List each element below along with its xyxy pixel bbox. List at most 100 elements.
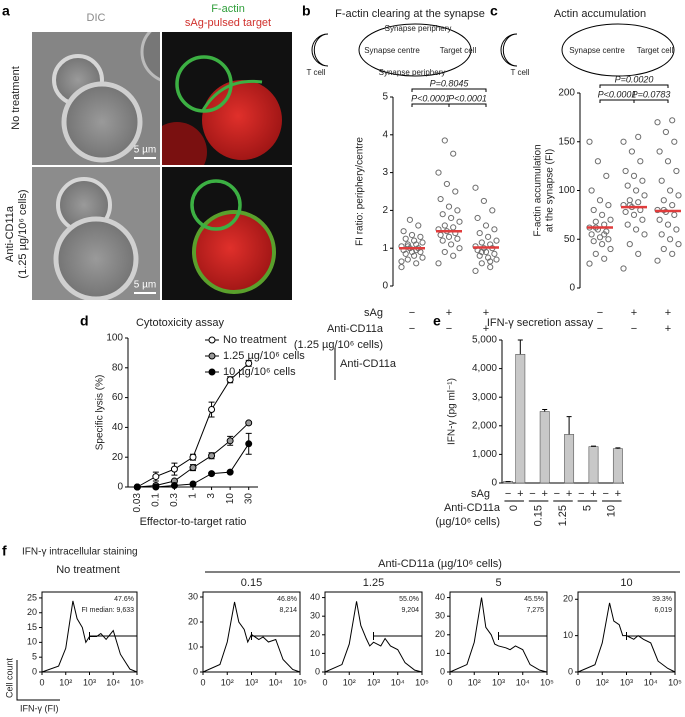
group-tick-label: 0 [508, 505, 520, 511]
y-tick-label: 0 [440, 666, 445, 676]
bar [539, 411, 550, 484]
x-tick-label: 0 [200, 677, 205, 687]
data-point [491, 226, 498, 233]
data-point [660, 197, 667, 204]
row-mark: − [409, 323, 415, 335]
y-tick-label: 30 [188, 591, 198, 601]
p-bracket [599, 84, 669, 88]
row-mark: + [446, 307, 452, 319]
data-point [476, 229, 483, 237]
chart-title: IFN-γ secretion assay [487, 317, 594, 329]
data-point [439, 211, 446, 218]
row-label: (1.25 µg/10⁶ cells) [17, 189, 29, 278]
data-point [485, 233, 492, 240]
row-mark: − [554, 488, 560, 500]
data-point [607, 216, 614, 223]
y-tick-label: 10 [310, 648, 320, 658]
data-point [635, 199, 642, 206]
data-point [448, 241, 455, 248]
y-tick-label: 20 [112, 452, 124, 463]
legend-marker [208, 336, 216, 344]
y-tick-label: 60 [112, 392, 124, 403]
y-tick-label: 3 [382, 167, 388, 178]
panel-letter: e [433, 313, 441, 329]
data-point [635, 250, 642, 257]
data-point [671, 138, 678, 145]
y-tick-label: 10 [563, 630, 573, 640]
data-point [489, 207, 496, 214]
data-point [633, 226, 640, 233]
row-mark: + [665, 307, 671, 319]
x-tick-label: 10⁵ [668, 677, 682, 687]
x-tick-label: 10⁵ [293, 677, 307, 687]
data-point [673, 167, 680, 175]
annotation: FI median: 9,633 [81, 607, 134, 614]
p-bracket [599, 99, 635, 103]
data-point [630, 172, 638, 179]
bar [588, 446, 599, 484]
x-tick-label: 10⁴ [269, 677, 283, 687]
data-point [633, 187, 640, 194]
group-label: Anti-CD11a (µg/10⁶ cells) [378, 558, 502, 570]
annotation: 6,019 [654, 607, 672, 614]
y-tick-label: 200 [558, 88, 575, 99]
data-point [667, 187, 674, 194]
x-tick-label: 0.3 [169, 493, 180, 507]
row-mark: + [631, 307, 637, 319]
y-tick-label: 0 [117, 482, 123, 493]
p-bracket [411, 88, 487, 92]
data-point [599, 211, 606, 218]
data-point [454, 207, 461, 214]
error-bar [517, 339, 523, 355]
y-tick-label: 1,000 [472, 449, 497, 460]
data-point [189, 464, 197, 472]
data-point [658, 177, 665, 184]
group-note: (µg/10⁶ cells) [435, 516, 500, 528]
group-tick-label: 5 [581, 505, 593, 511]
data-point [669, 117, 676, 124]
y-tick-label: 100 [558, 185, 575, 196]
diagram-target-cell [561, 23, 675, 77]
data-point [594, 158, 602, 165]
data-point [398, 258, 405, 265]
x-tick-label: 3 [206, 493, 217, 499]
y-tick-label: 0 [491, 478, 497, 489]
annotation: 45.5% [524, 596, 544, 603]
series-line [324, 601, 423, 673]
row-mark: + [566, 488, 572, 500]
data-point [590, 206, 597, 214]
data-point [152, 473, 160, 481]
series-line [41, 600, 138, 673]
p-bracket [411, 103, 450, 107]
data-point [437, 231, 444, 239]
data-point [630, 211, 638, 218]
diagram-label: T cell [307, 68, 326, 77]
x-tick-label: 0.03 [132, 493, 143, 513]
row-mark: + [665, 323, 671, 335]
x-tick-label: 10³ [620, 677, 633, 687]
y-tick-label: 30 [310, 611, 320, 621]
data-point [478, 239, 485, 246]
data-point [491, 250, 498, 257]
data-point [441, 222, 448, 229]
row-mark: − [446, 323, 452, 335]
data-point [605, 202, 612, 209]
column-label: DIC [87, 12, 106, 24]
data-point [487, 264, 494, 271]
data-point [596, 197, 604, 204]
data-point [601, 231, 608, 238]
annotation: 7,275 [526, 607, 544, 614]
data-point [226, 376, 234, 384]
row-mark: − [529, 488, 535, 500]
data-point [245, 440, 253, 448]
row-mark: − [602, 488, 608, 500]
y-tick-label: 20 [310, 629, 320, 639]
diagram-t-cell [311, 33, 329, 67]
diagram-target-cell [358, 23, 472, 77]
data-point [152, 483, 160, 491]
chart-title: Actin accumulation [554, 8, 646, 20]
data-point [478, 248, 485, 256]
p-value: P=0.0020 [615, 74, 654, 84]
p-value: P<0.0001 [598, 89, 637, 99]
